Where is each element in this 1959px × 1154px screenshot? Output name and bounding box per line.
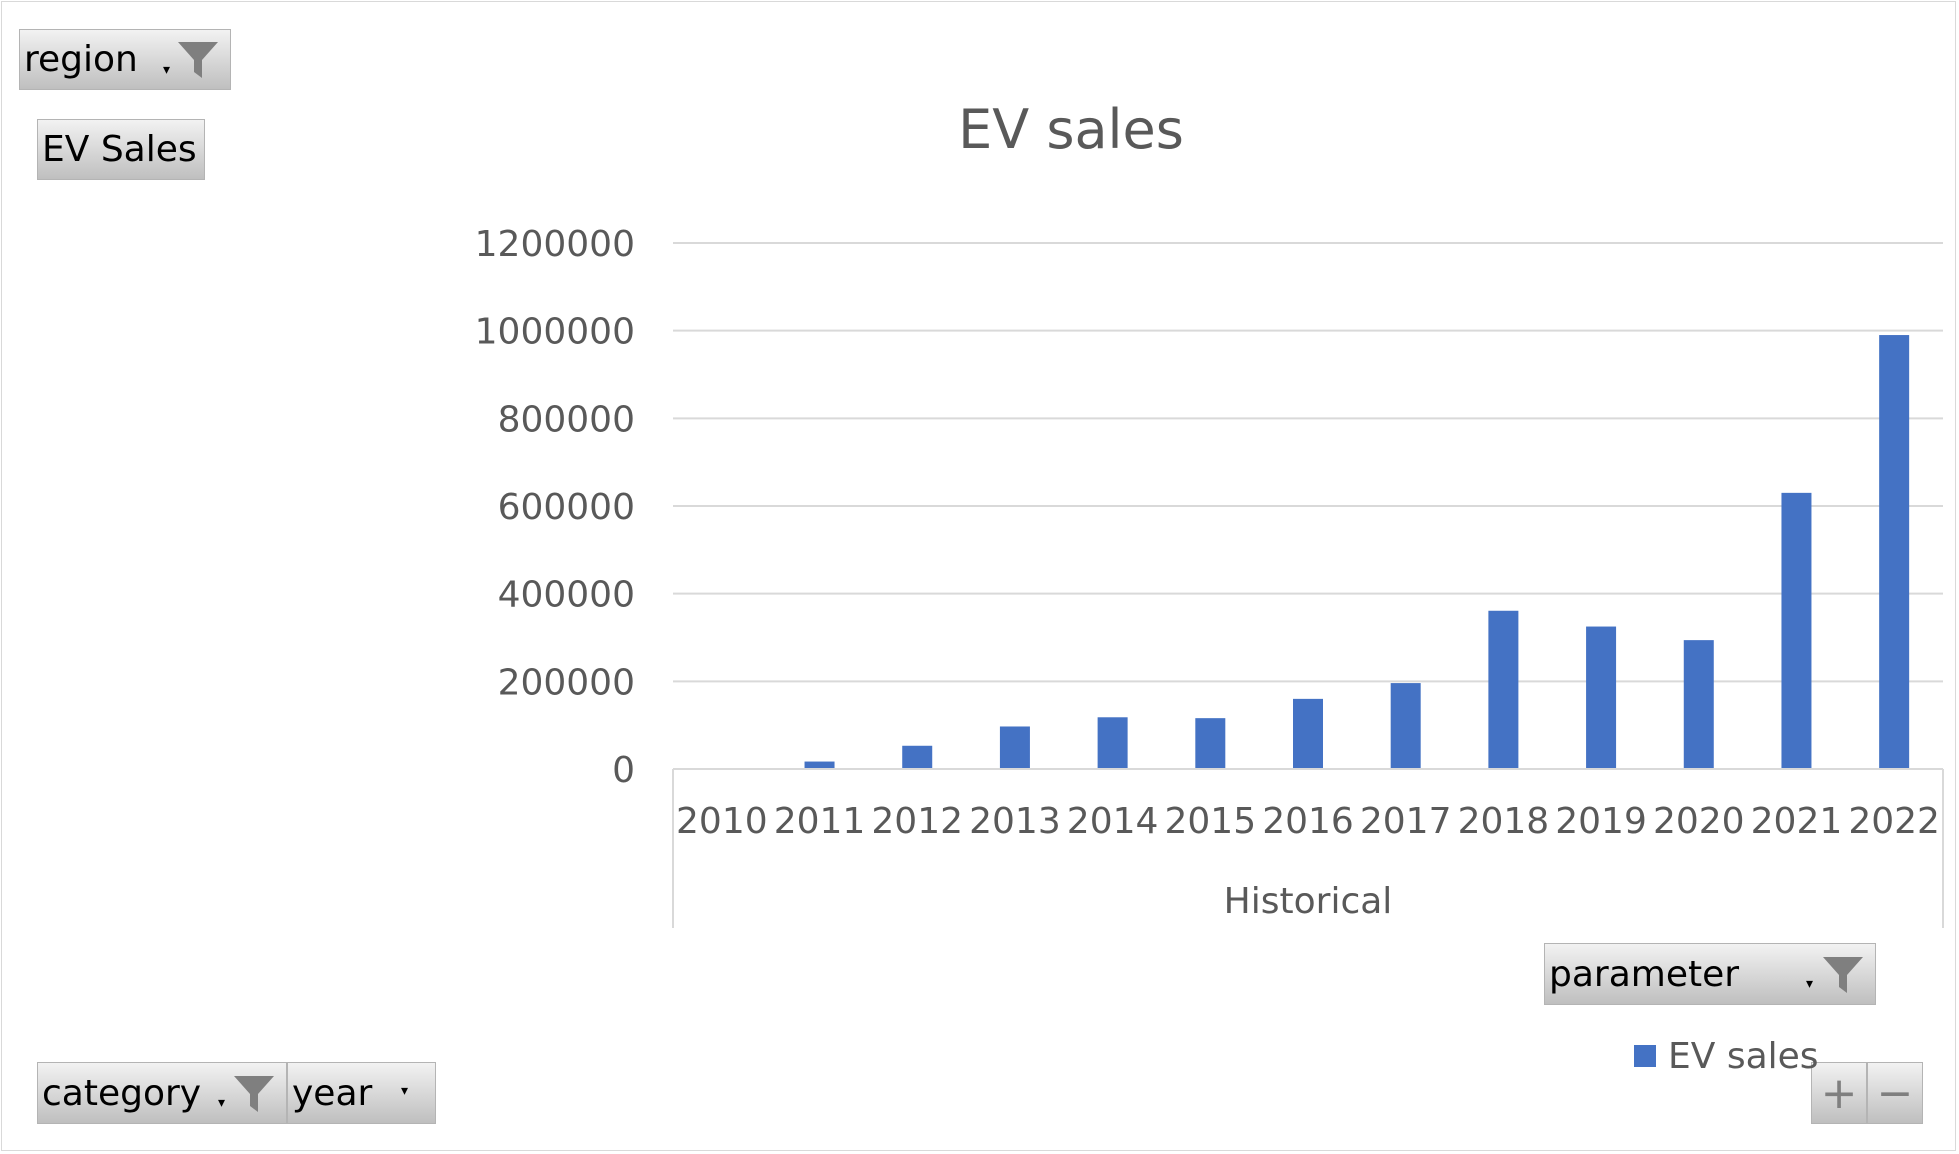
year-axis-button[interactable]: year ▾ [287,1062,436,1124]
minus-icon: − [1876,1067,1914,1119]
filter-funnel-icon [234,1076,274,1112]
expand-field-button[interactable]: + [1811,1062,1867,1124]
category-axis-button[interactable]: category ▾ [37,1062,287,1124]
region-filter-label: region [24,39,138,80]
value-field-label: EV Sales [42,129,197,170]
filter-funnel-icon [1823,957,1863,993]
filter-funnel-icon [178,42,218,78]
legend-field-label: parameter [1549,953,1740,995]
dropdown-arrow-icon: ▾ [401,1083,409,1099]
dropdown-arrow-icon: ▾ [163,62,171,78]
collapse-field-button[interactable]: − [1867,1062,1923,1124]
legend-field-button[interactable]: parameter ▾ [1544,943,1876,1005]
year-axis-label: year [292,1072,373,1114]
dropdown-arrow-icon: ▾ [218,1095,226,1111]
value-field-button[interactable]: EV Sales [37,119,205,180]
dropdown-arrow-icon: ▾ [1806,976,1814,992]
plus-icon: + [1820,1067,1858,1119]
region-filter-button[interactable]: region ▾ [19,29,231,90]
category-axis-label: category [42,1072,202,1114]
